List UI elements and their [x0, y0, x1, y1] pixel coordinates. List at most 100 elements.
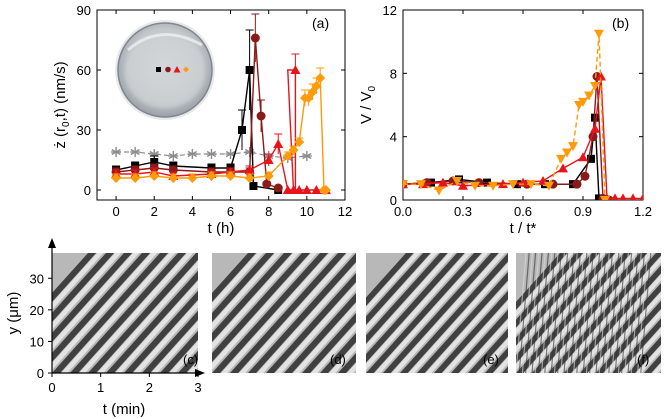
series-black-point: [245, 66, 254, 74]
series-orange-point: [294, 137, 305, 147]
series-red-point: [263, 155, 274, 164]
series-red-point: [558, 163, 568, 173]
x-tick-label: 4: [189, 204, 196, 219]
panel-b-axes: 0.0 0.3 0.6 0.9 1.2 0 4 8 12: [383, 3, 653, 219]
kymograph-y-tick-label: 0: [37, 366, 44, 381]
y-tick-label: 0: [84, 183, 91, 198]
panel-b-label: (b): [612, 15, 629, 31]
series-red-point: [639, 193, 643, 200]
y-tick-label: 30: [77, 123, 91, 138]
series-darkred-point: [250, 33, 260, 43]
series-orange-point: [594, 29, 604, 39]
series-orange-point: [452, 177, 462, 186]
kymograph-y-tick-label: 20: [30, 303, 44, 318]
series-orange-point: [526, 180, 536, 190]
series-orange-point: [488, 181, 498, 191]
series-red-point: [619, 193, 627, 200]
series-red-point: [311, 185, 322, 194]
kymograph-x-tick-label: 1: [97, 380, 104, 395]
y-tick-label: 90: [77, 3, 91, 18]
series-orange-point: [590, 82, 600, 91]
series-red-point: [611, 193, 619, 200]
series-orange-point: [244, 173, 255, 183]
kymograph-x-tick-label: 2: [146, 380, 153, 395]
x-tick-label: 0.3: [454, 204, 472, 219]
series-red-point: [596, 71, 606, 81]
kymograph-d: [212, 253, 356, 373]
inset-darkred-circle-marker: [165, 66, 171, 73]
y-tick-label: 8: [390, 66, 397, 81]
series-darkred-point: [572, 179, 582, 189]
series-red-point: [458, 180, 468, 190]
series-black-point: [591, 113, 599, 122]
panel-a-ylabel: ż (r0,t) (nm/s): [52, 61, 72, 148]
x-tick-label: 0.6: [514, 204, 532, 219]
series-orange-line: [403, 33, 606, 200]
series-orange-point: [584, 91, 594, 101]
series-orange-point: [168, 173, 179, 183]
series-orange-point: [130, 173, 141, 183]
series-red-point: [294, 185, 305, 194]
series-orange-point: [111, 173, 122, 183]
series-orange-point: [282, 151, 293, 161]
panel-a-xlabel: t (h): [208, 220, 235, 237]
petri-dish-inset-photo: [115, 20, 215, 120]
kymograph-f: [516, 253, 661, 373]
panel-b-chart: 0.0 0.3 0.6 0.9 1.2 0 4 8 12 (b) t / t* V / V0: [358, 3, 652, 237]
series-red-point: [290, 65, 301, 74]
series-orange-point: [311, 81, 322, 91]
kymograph-ylabel: y (μm): [5, 292, 22, 335]
series-darkred-point: [580, 171, 590, 181]
y-axis-arrowhead-icon: [48, 238, 56, 248]
series-grey-point: [130, 147, 141, 157]
series-red-point: [578, 152, 588, 162]
series-orange-point: [225, 171, 236, 181]
x-tick-label: 12: [338, 204, 352, 219]
panel-a-chart: 0 2 4 6 8 10 12 0 30 60 90 (a) t (h) ż (r0,t) (nm/…: [52, 3, 352, 237]
x-tick-label: 0.0: [394, 204, 412, 219]
series-orange-point: [556, 154, 566, 164]
kymograph-ticks: 0 10 20 30 0 1 2 3: [30, 271, 202, 395]
series-orange-point: [600, 196, 610, 200]
panel-a-series: [111, 13, 331, 195]
kymograph-f-label: (f): [637, 352, 649, 367]
series-orange-point: [187, 173, 198, 183]
series-red-point: [438, 177, 448, 187]
series-orange-point: [578, 97, 588, 107]
kymograph-x-tick-label: 0: [48, 380, 55, 395]
kymograph-panels: (c) (d) (e) (f) 0 10 20 30 0 1 2 3 y (μm) t (mi…: [5, 238, 661, 418]
series-red-peak-line: [287, 69, 297, 191]
y-tick-label: 60: [77, 63, 91, 78]
series-orange-point: [568, 142, 578, 152]
series-darkred-point: [256, 111, 266, 121]
series-red-point: [590, 123, 600, 133]
x-tick-label: 10: [300, 204, 314, 219]
inset-red-triangle-marker: [173, 66, 181, 73]
series-grey-point: [187, 149, 198, 159]
panel-b-ylabel: V / V0: [358, 86, 378, 125]
inset-black-square-marker: [156, 67, 161, 72]
kymograph-e: [366, 253, 508, 373]
series-grey-point: [111, 147, 122, 157]
x-tick-label: 2: [151, 204, 158, 219]
inset-orange-diamond-marker: [183, 66, 189, 73]
kymograph-d-label: (d): [330, 352, 346, 367]
series-orange-point: [416, 180, 426, 190]
series-black-point: [587, 154, 595, 163]
series-orange-point: [315, 73, 326, 83]
kymograph-c: [52, 253, 198, 373]
series-orange-point: [562, 148, 572, 158]
series-grey-point: [225, 149, 236, 159]
series-grey-point: [206, 149, 217, 159]
series-orange-point: [288, 145, 299, 155]
series-grey-point: [301, 151, 312, 161]
series-grey-point: [168, 151, 179, 161]
kymograph-xlabel: t (min): [103, 401, 146, 418]
panel-b-xlabel: t / t*: [510, 220, 537, 237]
series-orange-point: [434, 186, 444, 196]
x-tick-label: 1.2: [634, 204, 652, 219]
x-tick-label: 6: [227, 204, 234, 219]
series-red-point: [273, 139, 284, 148]
y-tick-label: 12: [383, 3, 397, 18]
